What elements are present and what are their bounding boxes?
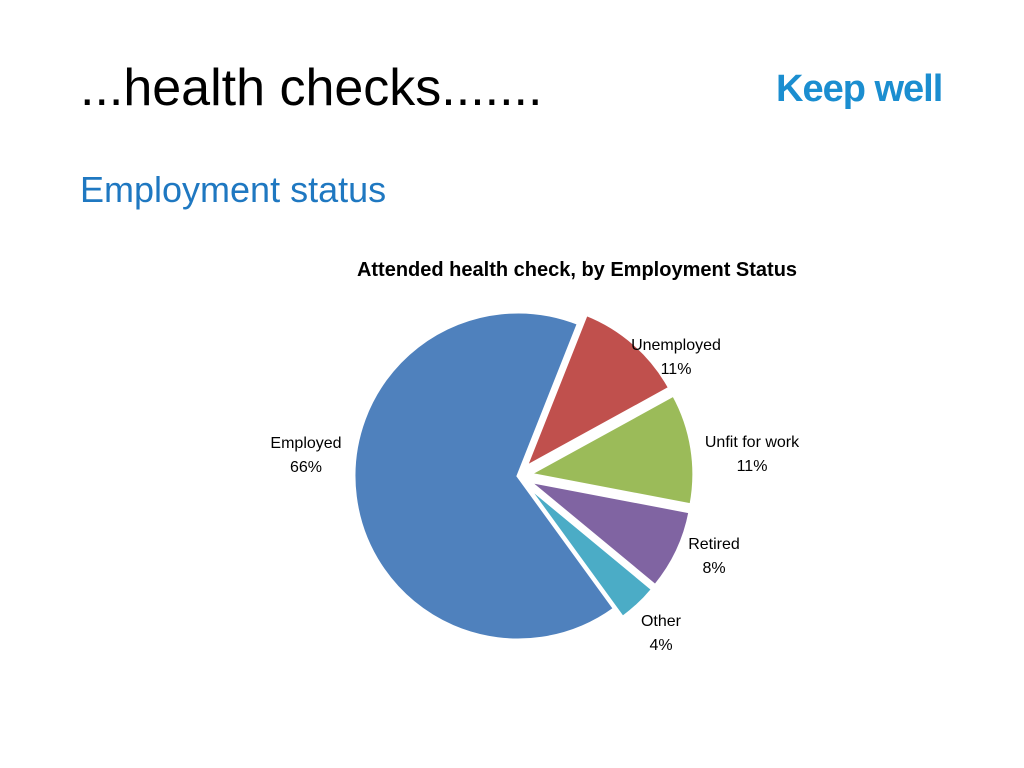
pie-label-name-retired: Retired bbox=[688, 536, 740, 553]
slide-subtitle: Employment status bbox=[80, 169, 387, 210]
pie-slice-other bbox=[525, 483, 655, 620]
pie-slice-unfit-for-work bbox=[525, 393, 696, 507]
slide-title: ...health checks....... bbox=[80, 59, 543, 117]
pie-label-value-other: 4% bbox=[649, 637, 672, 654]
pie-labels: Employed 66% Unemployed 11% Unfit for work 11… bbox=[270, 337, 800, 654]
pie-label-name-employed: Employed bbox=[270, 435, 341, 452]
pie-slice-unemployed bbox=[523, 312, 672, 471]
pie-label-value-retired: 8% bbox=[702, 560, 725, 577]
pie-label-value-employed: 66% bbox=[290, 459, 322, 476]
keep-well-logo: Keep well bbox=[776, 68, 943, 110]
pie-label-value-unemployed: 11% bbox=[661, 361, 692, 378]
pie-label-name-unemployed: Unemployed bbox=[631, 337, 721, 354]
pie-label-value-unfit-for-work: 11% bbox=[737, 458, 768, 475]
chart-title: Attended health check, by Employment Sta… bbox=[357, 259, 797, 281]
pie-label-name-unfit-for-work: Unfit for work bbox=[705, 434, 800, 451]
pie-slices bbox=[352, 310, 696, 642]
pie-slice-retired bbox=[527, 479, 692, 588]
pie-slice-employed bbox=[352, 310, 617, 642]
pie-label-name-other: Other bbox=[641, 613, 682, 630]
